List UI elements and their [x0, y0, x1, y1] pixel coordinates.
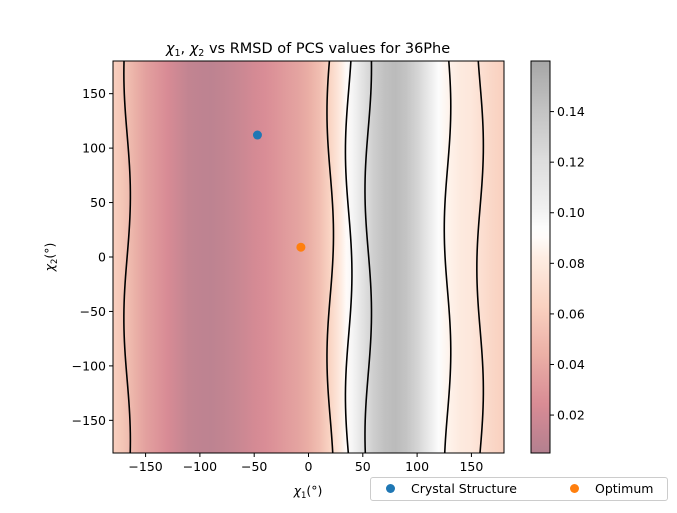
- y-tick-label: 150: [82, 86, 106, 101]
- point-crystal-structure: [252, 130, 262, 140]
- point-optimum: [296, 242, 306, 252]
- y-axis-ticks: −150 −100 −50 0 50 100 150: [72, 86, 113, 428]
- colorbar-ticks: 0.02 0.04 0.06 0.08 0.10 0.12 0.14: [550, 104, 585, 423]
- contour-line: [443, 61, 452, 453]
- legend-label-crystal-structure: Crystal Structure: [411, 481, 517, 496]
- contour-line: [123, 61, 132, 453]
- x-axis-ticks: −150 −100 −50 0 50 100 150: [128, 453, 483, 474]
- y-axis-label: χ2(°): [42, 243, 60, 273]
- y-tick-label: 50: [90, 195, 106, 210]
- legend: Crystal Structure Optimum: [370, 477, 668, 501]
- x-tick-label: 150: [459, 459, 483, 474]
- legend-item-crystal-structure: Crystal Structure: [386, 481, 517, 496]
- x-tick-label: −50: [241, 459, 267, 474]
- x-tick-label: 100: [405, 459, 429, 474]
- colorbar-tick-label: 0.10: [557, 205, 585, 220]
- legend-label-optimum: Optimum: [595, 481, 654, 496]
- x-tick-label: 0: [305, 459, 313, 474]
- heatmap-area: [113, 61, 504, 453]
- colorbar-tick-label: 0.02: [557, 408, 585, 423]
- x-tick-label: 50: [355, 459, 371, 474]
- legend-marker-optimum: [570, 484, 579, 493]
- x-tick-label: −150: [128, 459, 162, 474]
- legend-marker-crystal-structure: [386, 484, 395, 493]
- colorbar-tick-label: 0.04: [557, 357, 585, 372]
- y-tick-label: −50: [80, 304, 106, 319]
- chart-title: χ1, χ2 vs RMSD of PCS values for 36Phe: [165, 41, 450, 59]
- scatter-points: [252, 130, 306, 252]
- legend-item-optimum: Optimum: [570, 481, 653, 496]
- y-tick-label: 100: [82, 141, 106, 156]
- contour-line: [326, 61, 335, 453]
- y-tick-label: −150: [72, 413, 106, 428]
- x-tick-label: −100: [183, 459, 217, 474]
- contour-lines: [123, 61, 485, 453]
- y-tick-label: −100: [72, 358, 106, 373]
- colorbar: [530, 60, 551, 454]
- contour-line: [344, 61, 353, 453]
- heatmap-fill: [113, 61, 504, 453]
- contour-line: [364, 61, 373, 453]
- x-axis-label: χ1(°): [293, 483, 323, 501]
- colorbar-tick-label: 0.12: [557, 155, 585, 170]
- y-tick-label: 0: [98, 250, 106, 265]
- contour-line: [476, 61, 485, 453]
- colorbar-tick-label: 0.14: [557, 104, 585, 119]
- colorbar-tick-label: 0.08: [557, 256, 585, 271]
- colorbar-tick-label: 0.06: [557, 306, 585, 321]
